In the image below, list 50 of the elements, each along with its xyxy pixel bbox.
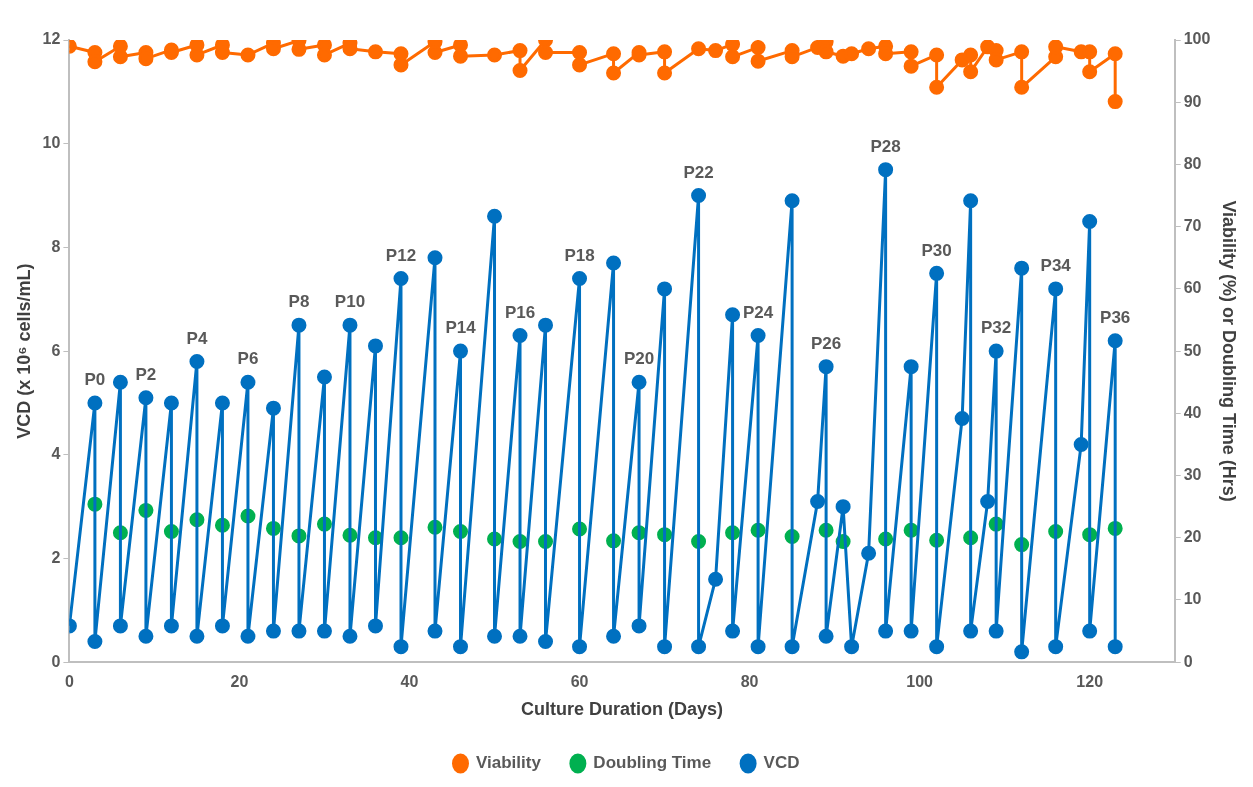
x-axis-title: Culture Duration (Days) — [521, 699, 724, 720]
y2-tick-label: 100 — [1183, 30, 1211, 48]
annotation: P12 — [385, 245, 417, 265]
y-tick-label: 8 — [51, 237, 61, 255]
annotation: P26 — [810, 333, 842, 353]
y-axis-title: VCD (x 10⁶ cells/mL) — [13, 263, 34, 439]
x-tick-label: 120 — [1076, 673, 1104, 691]
y2-tick-label: 20 — [1183, 528, 1202, 546]
x-tick-label: 60 — [570, 673, 589, 691]
legend-label: Doubling Time — [593, 753, 712, 773]
y-tick-label: 10 — [42, 134, 61, 152]
y2-tick-label: 40 — [1183, 403, 1202, 421]
annotation: P30 — [921, 240, 952, 260]
y-tick-label: 12 — [42, 30, 61, 48]
annotation: P14 — [445, 318, 477, 338]
annotation: P16 — [504, 302, 536, 322]
annotation: P0 — [84, 370, 106, 390]
annotation: P20 — [623, 349, 655, 369]
annotation: P28 — [870, 136, 901, 156]
annotation: P2 — [135, 364, 157, 384]
x-tick-label: 100 — [906, 673, 934, 691]
annotation: P4 — [186, 328, 208, 348]
annotation: P34 — [1040, 256, 1072, 276]
annotation: P24 — [742, 302, 774, 322]
y2-tick-label: 10 — [1183, 590, 1202, 608]
y2-tick-label: 70 — [1183, 217, 1202, 235]
y2-tick-label: 80 — [1183, 154, 1202, 172]
annotation: P8 — [288, 292, 310, 312]
y2-tick-label: 90 — [1183, 92, 1202, 110]
legend-label: VCD — [763, 753, 800, 773]
legend-label: Viability — [476, 753, 542, 773]
y-tick-label: 4 — [51, 445, 61, 463]
y2-axis-title: Viability (%) or Doubling Time (Hrs) — [1219, 200, 1240, 502]
y-tick-label: 2 — [51, 548, 61, 566]
y2-tick-label: 50 — [1183, 341, 1202, 359]
annotation: P6 — [237, 349, 259, 369]
x-tick-label: 0 — [64, 673, 74, 691]
y-tick-label: 6 — [51, 341, 61, 359]
annotation: P10 — [334, 292, 366, 312]
y2-tick-label: 30 — [1183, 465, 1202, 483]
y2-tick-label: 0 — [1183, 652, 1193, 670]
y2-tick-label: 60 — [1183, 279, 1202, 297]
annotation: P22 — [683, 162, 714, 182]
annotation: P36 — [1100, 307, 1131, 327]
x-tick-label: 80 — [740, 673, 759, 691]
annotation: P18 — [564, 245, 595, 265]
y-tick-label: 0 — [51, 652, 61, 670]
x-tick-label: 20 — [230, 673, 249, 691]
annotation: P32 — [981, 318, 1012, 338]
x-tick-label: 40 — [400, 673, 419, 691]
